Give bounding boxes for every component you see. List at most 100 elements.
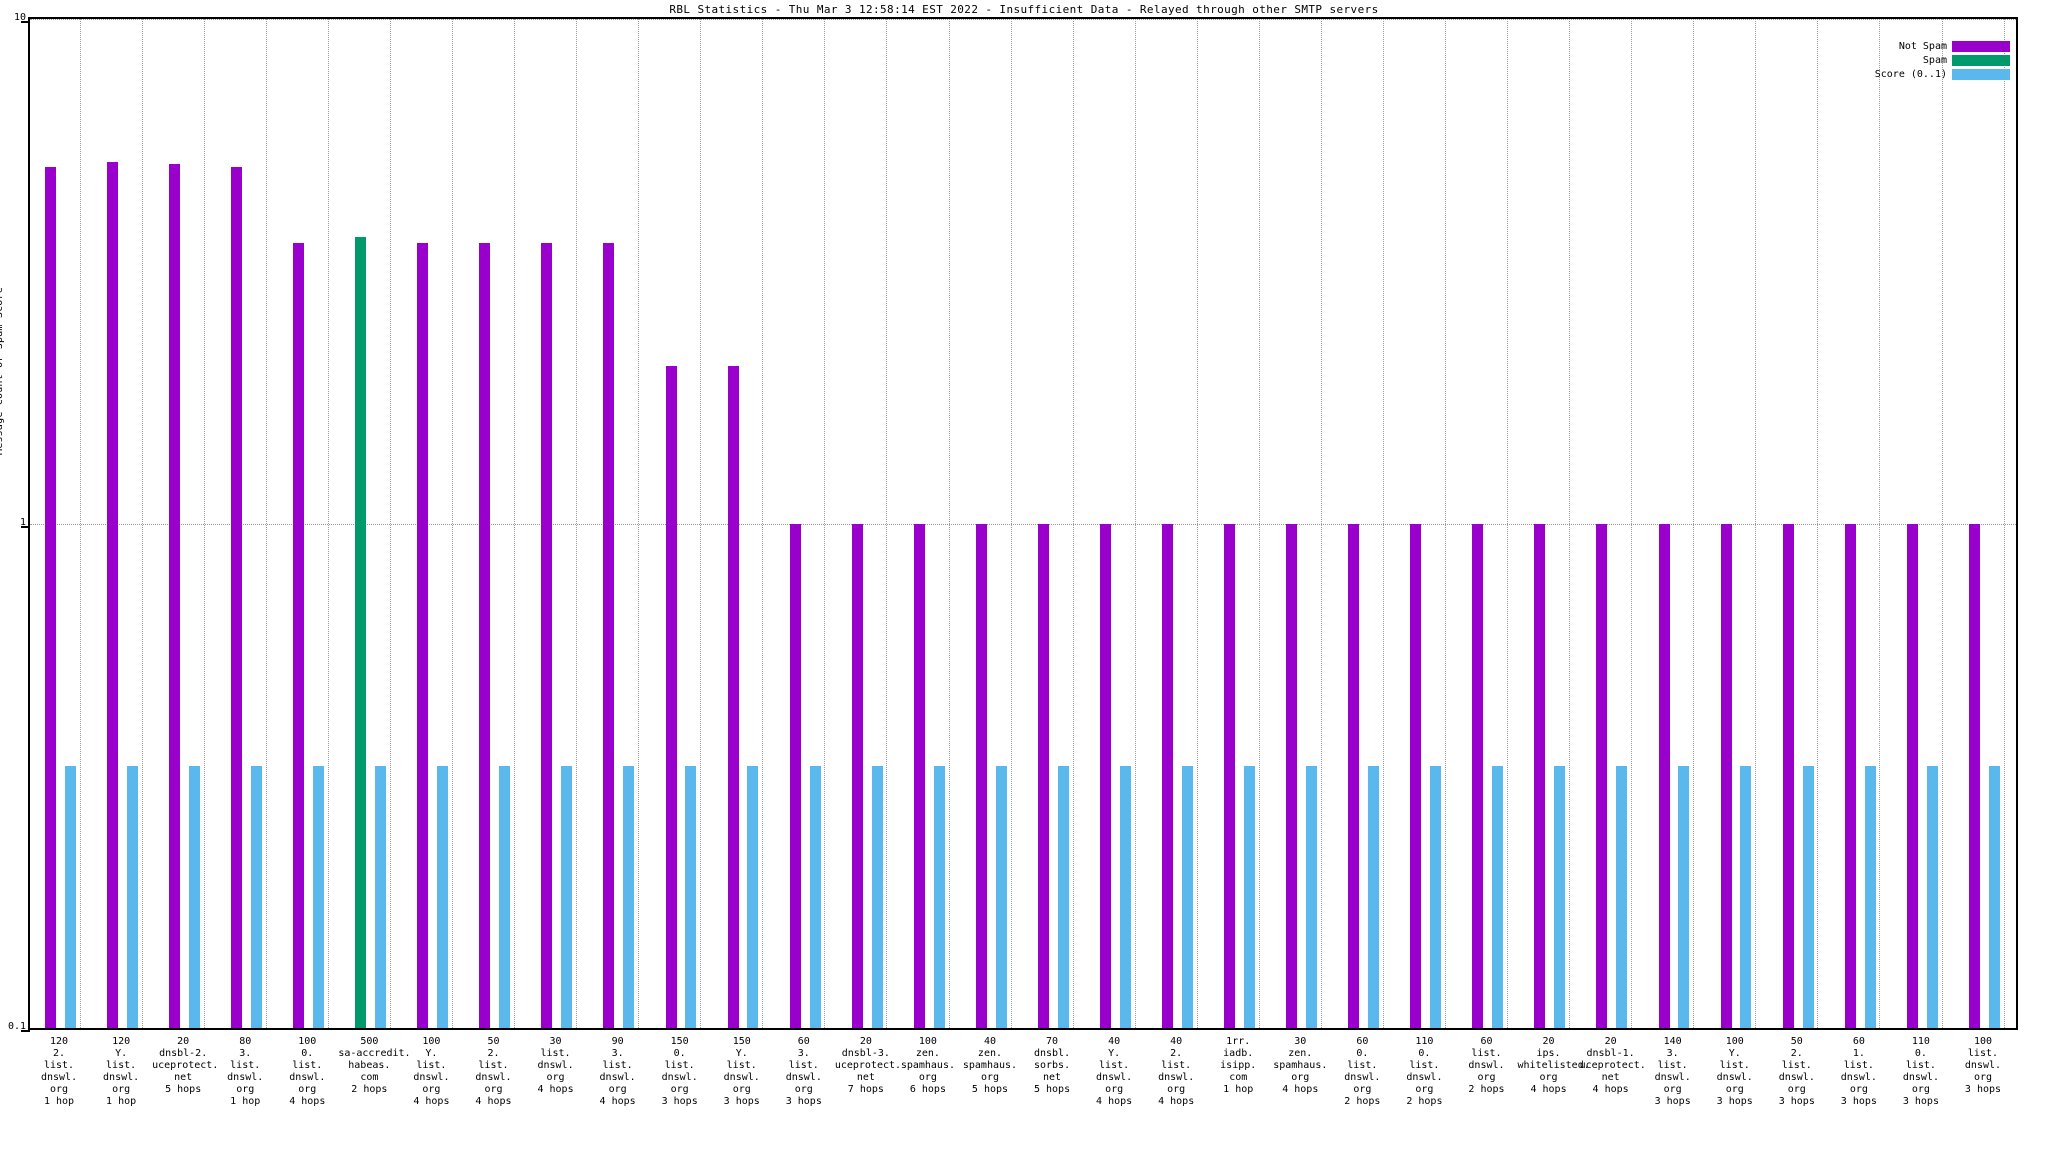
x-axis-label-line: dnswl.	[413, 1072, 450, 1083]
x-axis-label-line: dnswl.	[1902, 1072, 1939, 1083]
bar-not-spam	[1596, 523, 1608, 1028]
x-axis-label-line: 5 hops	[971, 1084, 1009, 1095]
plot-inner	[30, 19, 2016, 1028]
x-axis-label-line: 4 hops	[289, 1096, 326, 1107]
x-axis-label-line: list.	[1099, 1060, 1130, 1071]
y-axis-tick-label: 10	[13, 12, 26, 23]
x-axis-label-group: 80 3. list. dnswl. org 1 hop	[214, 1036, 276, 1108]
bar-not-spam	[44, 166, 56, 1028]
bar-score	[1368, 766, 1380, 1028]
bar-not-spam	[1410, 523, 1422, 1028]
bar-score	[64, 766, 76, 1028]
bar-score	[1119, 766, 1131, 1028]
bar-not-spam	[1782, 523, 1794, 1028]
vertical-gridline	[824, 19, 826, 1028]
vertical-gridline	[1258, 19, 1260, 1028]
x-axis-label-line: 3 hops	[1778, 1096, 1815, 1107]
bar-not-spam	[603, 242, 615, 1028]
vertical-gridline	[886, 19, 888, 1028]
vertical-gridline	[1941, 19, 1943, 1028]
x-axis-label-line: org	[1291, 1072, 1310, 1083]
y-axis-label: Message Count or Spam Score	[0, 287, 5, 455]
x-axis-label-line: org	[1167, 1084, 1186, 1095]
x-axis-label-line: 50	[487, 1036, 500, 1047]
vertical-gridline	[265, 19, 267, 1028]
x-axis-label-line: list.	[106, 1060, 137, 1071]
vertical-gridline	[141, 19, 143, 1028]
bar-not-spam	[789, 523, 801, 1028]
x-axis-label-line: 150	[732, 1036, 751, 1047]
vertical-gridline	[1010, 19, 1012, 1028]
x-axis-label-line: 4 hops	[1282, 1084, 1319, 1095]
x-axis-label-line: 3 hops	[785, 1096, 822, 1107]
x-axis-label-line: list.	[416, 1060, 447, 1071]
y-axis-tick	[21, 525, 30, 528]
x-axis-label-line: spamhaus.	[900, 1060, 955, 1071]
bar-not-spam	[1968, 523, 1980, 1028]
y-axis-tick	[21, 1030, 30, 1032]
x-axis-label-line: iadb.	[1223, 1048, 1254, 1059]
legend-swatch	[1952, 55, 2010, 66]
x-axis-label-line: 0.	[1356, 1048, 1369, 1059]
x-axis-label-line: list.	[726, 1060, 757, 1071]
x-axis-label-line: dnswl.	[1406, 1072, 1443, 1083]
x-axis-label-line: 120	[50, 1036, 69, 1047]
vertical-gridline	[1445, 19, 1447, 1028]
x-axis-label-line: dnswl.	[1468, 1060, 1505, 1071]
x-axis-label-line: 1 hop	[1223, 1084, 1254, 1095]
vertical-gridline	[1693, 19, 1695, 1028]
x-axis-label-line: 3 hops	[1902, 1096, 1939, 1107]
x-axis-label-line: 20	[177, 1036, 190, 1047]
x-axis-label-group: 150 0. list. dnswl. org 3 hops	[649, 1036, 711, 1108]
x-axis-label-line: list.	[1781, 1060, 1812, 1071]
x-axis-label-line: dnsbl-1.	[1586, 1048, 1635, 1059]
bar-score	[1740, 766, 1752, 1028]
x-axis-label-line: 110	[1911, 1036, 1930, 1047]
x-axis-label-line: org	[1849, 1084, 1868, 1095]
x-axis-label-line: list.	[1843, 1060, 1874, 1071]
bar-score	[375, 766, 387, 1028]
x-axis-label-line: 2.	[1790, 1048, 1803, 1059]
x-axis-label-line: net	[1601, 1072, 1620, 1083]
x-axis-label-line: uceprotect.	[152, 1060, 219, 1071]
x-axis-label-line: org	[794, 1084, 813, 1095]
y-axis-tick	[21, 21, 30, 23]
x-axis-label-line: 2.	[53, 1048, 66, 1059]
x-axis-label-line: net	[1043, 1072, 1062, 1083]
bar-score	[126, 766, 138, 1028]
x-axis-label-line: 2 hops	[1406, 1096, 1443, 1107]
x-axis-label-line: list.	[1161, 1060, 1192, 1071]
vertical-gridline	[1631, 19, 1633, 1028]
bar-not-spam	[913, 523, 925, 1028]
x-axis-label-group: 110 0. list. dnswl. org 3 hops	[1890, 1036, 1952, 1108]
x-axis-label-line: spamhaus.	[1273, 1060, 1328, 1071]
bar-not-spam	[1348, 523, 1360, 1028]
x-axis-label-line: 50	[1790, 1036, 1803, 1047]
x-axis-label-group: 90 3. list. dnswl. org 4 hops	[587, 1036, 649, 1108]
vertical-gridline	[1755, 19, 1757, 1028]
x-axis-label-group: 50 2. list. dnswl. org 3 hops	[1766, 1036, 1828, 1108]
bar-score	[1243, 766, 1255, 1028]
x-axis-label-line: list.	[292, 1060, 323, 1071]
bar-score	[1430, 766, 1442, 1028]
bar-not-spam	[1037, 523, 1049, 1028]
bar-score	[1057, 766, 1069, 1028]
x-axis-label-line: 3.	[797, 1048, 810, 1059]
x-axis-label-line: 80	[239, 1036, 252, 1047]
x-axis-label-group: 20 ips. whitelisted. org 4 hops	[1518, 1036, 1590, 1096]
x-axis-label-line: zen.	[1288, 1048, 1313, 1059]
horizontal-gridline	[30, 19, 2016, 20]
x-axis-label-group: 20 dnsbl-2. uceprotect. net 5 hops	[152, 1036, 219, 1096]
vertical-gridline	[1507, 19, 1509, 1028]
x-axis-label-line: 0.	[1418, 1048, 1431, 1059]
x-axis-label-line: ips.	[1536, 1048, 1561, 1059]
x-axis-label-line: 7 hops	[847, 1084, 884, 1095]
x-axis-label-line: 110	[1415, 1036, 1434, 1047]
bar-score	[1864, 766, 1876, 1028]
x-axis-label-line: org	[1353, 1084, 1372, 1095]
bar-not-spam	[231, 166, 243, 1028]
bar-not-spam	[169, 164, 181, 1028]
bar-score	[313, 766, 324, 1028]
x-axis-label-line: list.	[1967, 1048, 1999, 1059]
bar-score	[1988, 766, 2000, 1028]
